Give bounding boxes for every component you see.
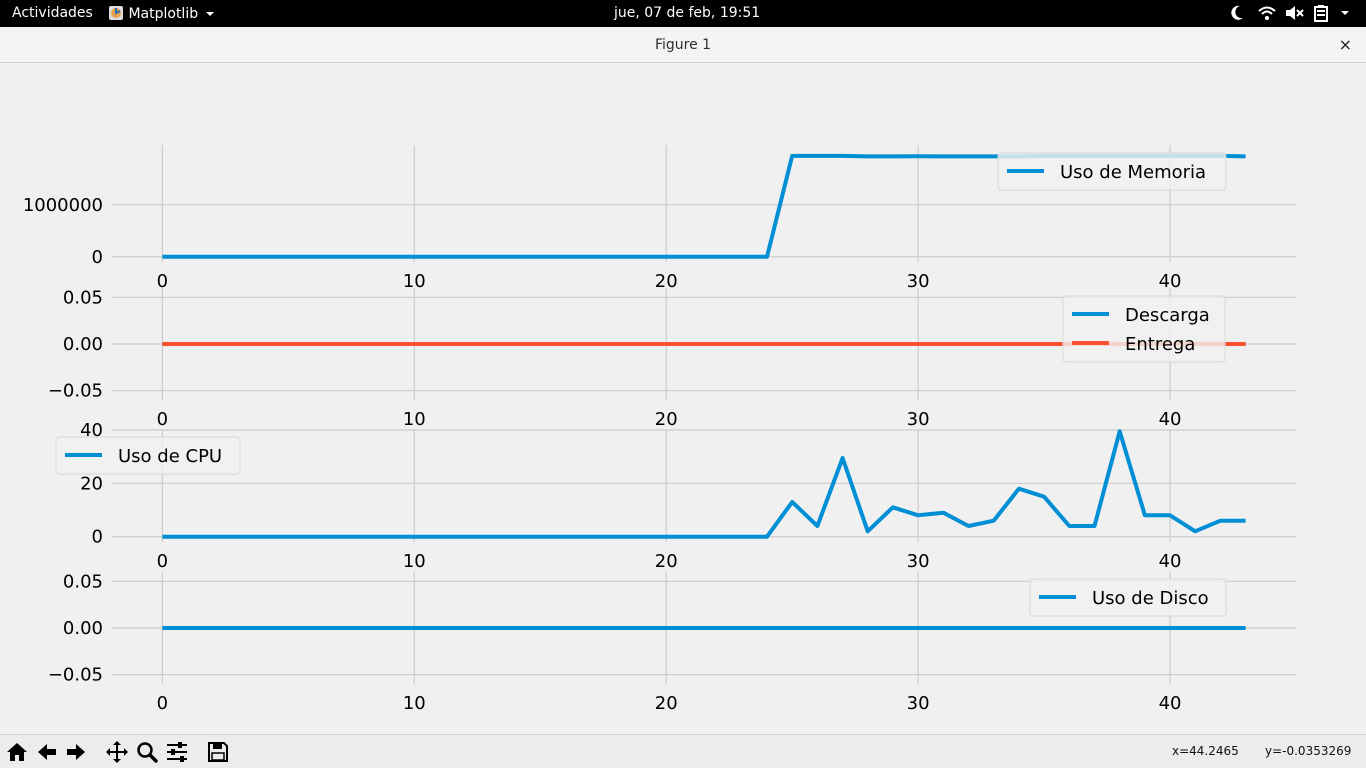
cursor-y-readout: y=-0.0353269 — [1265, 744, 1352, 758]
x-tick-label: 30 — [907, 551, 930, 572]
system-menu-chevron-icon[interactable] — [1340, 5, 1350, 25]
y-tick-label: 40 — [80, 420, 103, 441]
system-top-bar: Actividades Matplotlib jue, 07 de feb, 1… — [0, 0, 1366, 27]
x-tick-label: 40 — [1159, 693, 1182, 714]
y-tick-label: 0.05 — [63, 571, 103, 592]
home-icon — [7, 743, 27, 761]
x-tick-label: 0 — [157, 551, 168, 572]
y-tick-label: 20 — [80, 473, 103, 494]
night-light-icon[interactable] — [1230, 5, 1244, 25]
x-tick-label: 10 — [403, 409, 426, 430]
configure-subplots-icon — [167, 742, 187, 762]
legend — [55, 436, 241, 475]
home-button[interactable] — [4, 739, 30, 765]
legend-label: Uso de CPU — [118, 446, 222, 467]
y-tick-label: −0.05 — [48, 665, 103, 686]
activities-button[interactable]: Actividades — [12, 5, 93, 21]
window-title-bar: Figure 1 × — [0, 27, 1366, 63]
legend-label: Uso de Disco — [1092, 588, 1209, 609]
zoom-icon — [137, 742, 158, 763]
navigation-toolbar: x=44.2465 y=-0.0353269 — [0, 734, 1366, 768]
subplot-4: 0 10 20 30 40 0.05 0.00 −0.05 Uso de Disco — [48, 571, 1296, 714]
back-arrow-icon — [38, 744, 56, 760]
y-tick-label: 1000000 — [23, 195, 103, 216]
pan-button[interactable] — [104, 739, 130, 765]
legend — [1029, 578, 1227, 617]
x-tick-label: 0 — [157, 409, 168, 430]
x-tick-label: 30 — [907, 271, 930, 292]
subplot-1: 0 10 20 30 40 0 1000000 Uso de Memoria — [23, 145, 1296, 292]
x-tick-label: 30 — [907, 409, 930, 430]
legend-label: Descarga — [1125, 305, 1210, 326]
zoom-button[interactable] — [134, 739, 160, 765]
legend-label: Entrega — [1125, 334, 1195, 355]
x-tick-label: 0 — [157, 693, 168, 714]
volume-muted-icon[interactable] — [1285, 5, 1305, 25]
x-tick-label: 20 — [655, 551, 678, 572]
close-window-button[interactable]: × — [1338, 35, 1352, 54]
forward-button[interactable] — [63, 739, 89, 765]
y-tick-label: 0.00 — [63, 334, 103, 355]
subplot-2: 0 10 20 30 40 0.05 0.00 −0.05 Descarga Entrega — [48, 287, 1296, 430]
app-name: Matplotlib — [128, 6, 199, 22]
y-tick-label: 0.05 — [63, 287, 103, 308]
x-tick-label: 40 — [1159, 409, 1182, 430]
legend-label: Uso de Memoria — [1060, 162, 1206, 183]
figure-canvas[interactable]: 0 10 20 30 40 0 1000000 Uso de Memoria 0 10 20 30 40… — [0, 63, 1366, 734]
window-title: Figure 1 — [654, 37, 712, 53]
x-tick-label: 10 — [403, 693, 426, 714]
y-tick-label: 0 — [92, 527, 103, 548]
x-tick-label: 10 — [403, 271, 426, 292]
x-tick-label: 20 — [655, 693, 678, 714]
y-tick-label: 0.00 — [63, 618, 103, 639]
save-figure-button[interactable] — [205, 739, 231, 765]
pan-icon — [106, 741, 128, 763]
wifi-icon[interactable] — [1258, 5, 1276, 25]
y-tick-label: 0 — [92, 247, 103, 268]
back-button[interactable] — [34, 739, 60, 765]
cursor-x-readout: x=44.2465 — [1172, 744, 1239, 758]
legend — [997, 152, 1227, 191]
battery-icon[interactable] — [1314, 5, 1328, 26]
matplotlib-app-icon — [109, 6, 123, 20]
x-tick-label: 40 — [1159, 271, 1182, 292]
chevron-down-icon — [205, 12, 214, 16]
x-tick-label: 40 — [1159, 551, 1182, 572]
configure-subplots-button[interactable] — [164, 739, 190, 765]
clock[interactable]: jue, 07 de feb, 19:51 — [614, 5, 761, 21]
x-tick-label: 10 — [403, 551, 426, 572]
x-tick-label: 20 — [655, 409, 678, 430]
subplot-3: 0 10 20 30 40 40 20 0 Uso de CPU — [55, 420, 1296, 572]
x-tick-label: 30 — [907, 693, 930, 714]
x-tick-label: 20 — [655, 271, 678, 292]
save-icon — [208, 742, 228, 762]
x-tick-label: 0 — [157, 271, 168, 292]
y-tick-label: −0.05 — [48, 381, 103, 402]
app-menu[interactable]: Matplotlib — [108, 5, 215, 22]
forward-arrow-icon — [67, 744, 85, 760]
series-line-uso-de-cpu — [162, 429, 1246, 539]
